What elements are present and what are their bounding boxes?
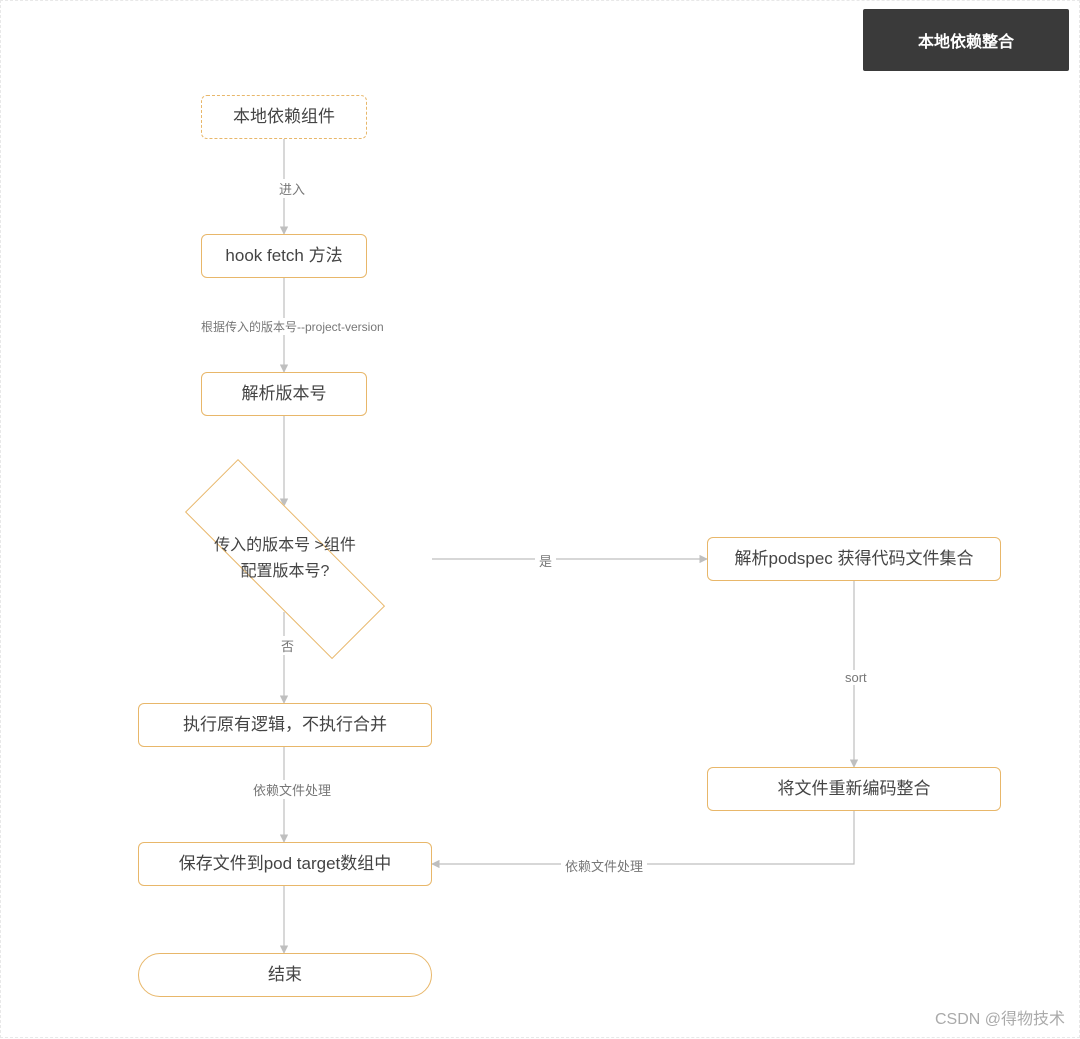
node-parse-version: 解析版本号 xyxy=(201,372,367,416)
edge-label-dep-1: 依赖文件处理 xyxy=(249,780,335,799)
node-parse-label: 解析版本号 xyxy=(242,381,327,407)
node-decision: 传入的版本号 >组件 配置版本号? xyxy=(138,506,432,612)
node-start: 本地依赖组件 xyxy=(201,95,367,139)
edge-label-yes: 是 xyxy=(535,551,556,570)
node-save-target: 保存文件到pod target数组中 xyxy=(138,842,432,886)
node-parse-podspec: 解析podspec 获得代码文件集合 xyxy=(707,537,1001,581)
node-reencode-label: 将文件重新编码整合 xyxy=(778,776,931,802)
diagram-title-badge: 本地依赖整合 xyxy=(863,9,1069,71)
node-parse-podspec-label: 解析podspec 获得代码文件集合 xyxy=(735,546,974,572)
node-skip-merge-label: 执行原有逻辑，不执行合并 xyxy=(183,712,387,738)
node-end: 结束 xyxy=(138,953,432,997)
node-decision-label: 传入的版本号 >组件 配置版本号? xyxy=(138,506,432,612)
node-skip-merge: 执行原有逻辑，不执行合并 xyxy=(138,703,432,747)
edge-label-dep-2: 依赖文件处理 xyxy=(561,856,647,875)
node-hook-label: hook fetch 方法 xyxy=(225,243,342,269)
node-end-label: 结束 xyxy=(268,962,302,988)
edge-label-project-version: 根据传入的版本号--project-version xyxy=(197,318,388,335)
diagram-title-text: 本地依赖整合 xyxy=(918,28,1014,52)
node-start-label: 本地依赖组件 xyxy=(233,104,335,130)
edge-label-sort: sort xyxy=(841,670,871,685)
node-hook-fetch: hook fetch 方法 xyxy=(201,234,367,278)
node-save-target-label: 保存文件到pod target数组中 xyxy=(179,851,392,877)
flowchart-canvas: 本地依赖整合 本地依赖组件 hook fetch 方法 解析版本号 传入的版本号… xyxy=(0,0,1080,1038)
edge-label-no: 否 xyxy=(277,636,298,655)
watermark-text: CSDN @得物技术 xyxy=(935,1005,1065,1029)
node-reencode: 将文件重新编码整合 xyxy=(707,767,1001,811)
edge-label-enter: 进入 xyxy=(275,179,309,198)
